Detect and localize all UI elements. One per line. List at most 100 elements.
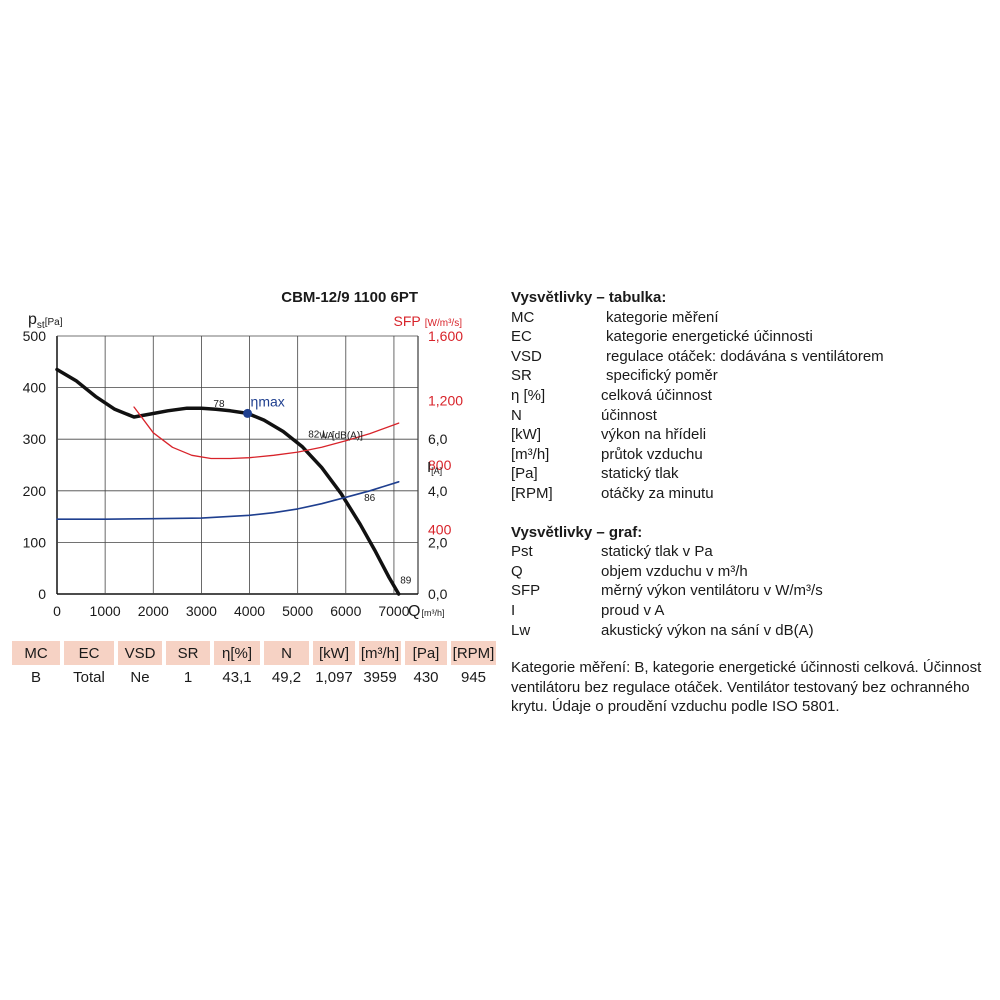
legend-key: EC xyxy=(511,328,532,346)
x-tick-label: 0 xyxy=(53,603,61,619)
y-left-label: pst[Pa] xyxy=(28,311,63,331)
legend-item: SFP měrný výkon ventilátoru v W/m³/s xyxy=(511,581,991,601)
table-header-cell: EC xyxy=(64,641,114,665)
table-header-cell: VSD xyxy=(118,641,162,665)
table-cell: Ne xyxy=(130,668,150,686)
legend-graph-title: Vysvětlivky – graf: xyxy=(511,523,643,541)
y-tick-label: 400 xyxy=(23,380,47,396)
sound-level-label: 82 L xyxy=(308,430,328,441)
x-tick-label: 6000 xyxy=(330,603,361,619)
legend-key: I xyxy=(511,601,516,619)
legend-item: η [%] celková účinnost xyxy=(511,386,991,406)
x-axis-label: Q[m³/h] xyxy=(408,603,444,620)
legend-key: [RPM] xyxy=(511,484,553,502)
x-tick-label: 3000 xyxy=(186,603,217,619)
legend-desc: otáčky za minutu xyxy=(601,484,714,502)
table-header-row: MC EC VSD SR η[%] N [kW] [m³/h] [Pa] [RP… xyxy=(12,641,496,665)
sound-level-label: [dB(A)] xyxy=(332,431,363,442)
legend-key: SR xyxy=(511,367,532,385)
legend-note: Kategorie měření: B, kategorie energetic… xyxy=(511,659,982,716)
table-cell: 49,2 xyxy=(271,668,302,686)
legend-item: EC kategorie energetické účinnosti xyxy=(511,327,991,347)
legend-key: Lw xyxy=(511,621,531,639)
pressure-curve xyxy=(55,367,401,596)
legend-desc: proud v A xyxy=(601,601,665,619)
legend-desc: kategorie energetické účinnosti xyxy=(606,328,813,346)
legend-desc: průtok vzduchu xyxy=(601,445,703,463)
eta-max-point xyxy=(243,408,253,418)
chart-title: CBM-12/9 1100 6PT xyxy=(281,289,418,306)
table-header-cell: N xyxy=(264,641,309,665)
sound-level-label: WA xyxy=(319,431,333,441)
legend-key: η [%] xyxy=(511,386,546,404)
chart-series: ηmax 78 82 LWA[dB(A)] 86 89 xyxy=(55,367,412,596)
sfp-tick-label: 800 xyxy=(428,457,452,473)
legend-item: MC kategorie měření xyxy=(511,308,991,328)
table-cell: B xyxy=(30,668,41,686)
sfp-tick-label: 400 xyxy=(428,522,452,538)
legend-desc: regulace otáček: dodávána s ventilátorem xyxy=(606,347,884,365)
table-header-cell: [kW] xyxy=(313,641,355,665)
legend-panel: Vysvětlivky – tabulka: MC kategorie měřen… xyxy=(511,288,991,717)
table-cell: 945 xyxy=(460,668,487,686)
legend-desc: kategorie měření xyxy=(606,308,719,326)
y-tick-label: 200 xyxy=(23,483,47,499)
table-cell: Total xyxy=(73,668,105,686)
x-tick-label: 1000 xyxy=(90,603,121,619)
legend-key: SFP xyxy=(511,582,541,600)
legend-desc: akustický výkon na sání v dB(A) xyxy=(601,621,814,639)
table-header-cell: [Pa] xyxy=(405,641,447,665)
legend-desc: měrný výkon ventilátoru v W/m³/s xyxy=(601,582,823,600)
legend-key: VSD xyxy=(511,347,542,365)
legend-desc: specifický poměr xyxy=(606,367,718,385)
legend-item: VSD regulace otáček: dodávána s ventiláto… xyxy=(511,347,991,367)
table-cell: 1 xyxy=(183,668,193,686)
sfp-tick-label: 1,600 xyxy=(428,328,463,344)
x-tick-label: 7000 xyxy=(378,603,409,619)
y-tick-label: 500 xyxy=(23,328,47,344)
legend-key: N xyxy=(511,406,522,424)
legend-item: Lw akustický výkon na sání v dB(A) xyxy=(511,621,991,641)
chart-ticks: 0 1000 2000 3000 4000 5000 6000 7000 0 100 200 300 4… xyxy=(23,328,464,619)
eta-max-label: ηmax xyxy=(251,393,285,409)
y-right-i-label: I[A] xyxy=(427,459,442,476)
y-tick-label: 0 xyxy=(38,586,46,602)
table-header-cell: SR xyxy=(166,641,210,665)
chart-grid xyxy=(56,335,419,595)
results-table: MC EC VSD SR η[%] N [kW] [m³/h] [Pa] [RP… xyxy=(12,641,496,689)
x-tick-label: 2000 xyxy=(138,603,169,619)
current-curve xyxy=(56,481,400,520)
current-tick-label: 4,0 xyxy=(428,483,448,499)
legend-key: [Pa] xyxy=(511,465,538,483)
legend-table-title: Vysvětlivky – tabulka: xyxy=(511,289,667,306)
legend-key: [m³/h] xyxy=(511,445,550,463)
table-cell: 430 xyxy=(413,668,439,686)
table-header-cell: [m³/h] xyxy=(359,641,401,665)
sound-level-label: 89 xyxy=(400,576,412,587)
y-right-sfp-label: SFP [W/m³/s] xyxy=(394,313,463,329)
sound-level-label: 78 xyxy=(213,399,225,410)
table-cell: 3959 xyxy=(363,668,397,686)
legend-item: Pst statický tlak v Pa xyxy=(511,542,991,562)
x-tick-label: 4000 xyxy=(234,603,265,619)
table-header-cell: η[%] xyxy=(214,641,260,665)
y-tick-label: 300 xyxy=(23,431,47,447)
sfp-curve xyxy=(133,406,400,460)
legend-key: [kW] xyxy=(511,426,541,444)
legend-desc: statický tlak v Pa xyxy=(601,543,713,561)
current-tick-label: 0,0 xyxy=(428,586,448,602)
x-tick-label: 5000 xyxy=(282,603,313,619)
legend-desc: účinnost xyxy=(601,406,657,424)
table-header-cell: MC xyxy=(12,641,60,665)
legend-item: [m³/h] průtok vzduchu xyxy=(511,445,991,465)
legend-desc: celková účinnost xyxy=(601,386,712,404)
legend-item: [Pa] statický tlak xyxy=(511,464,991,484)
table-cell: 1,097 xyxy=(315,668,353,686)
legend-key: Q xyxy=(511,562,523,580)
current-tick-label: 2,0 xyxy=(428,534,448,550)
sound-level-label: 86 xyxy=(364,493,376,504)
